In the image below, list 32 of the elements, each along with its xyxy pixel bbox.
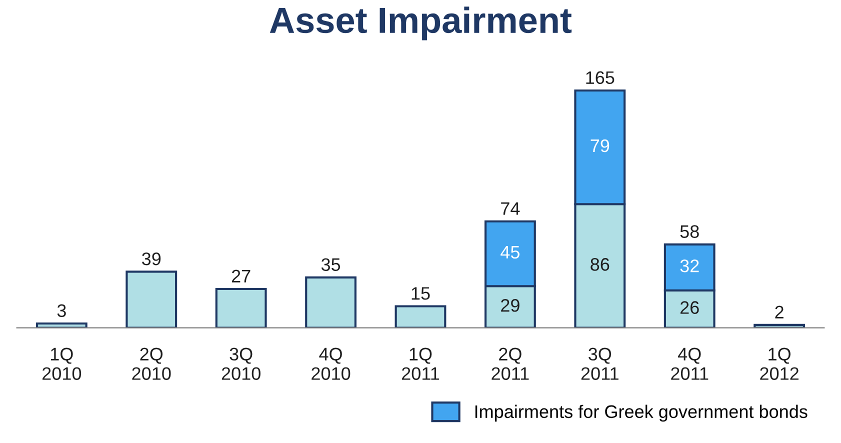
x-tick-label: 2Q 2010 bbox=[132, 348, 171, 380]
bar bbox=[394, 305, 446, 328]
total-label: 15 bbox=[412, 287, 430, 300]
total-label: 3 bbox=[57, 304, 66, 318]
x-tick-label: 3Q 2010 bbox=[222, 348, 260, 380]
legend-label: Impairments for Greek government bonds bbox=[475, 404, 808, 422]
x-tick-label: 1Q 2011 bbox=[402, 348, 440, 380]
bar bbox=[754, 324, 806, 328]
total-label: 165 bbox=[586, 71, 614, 84]
x-tick-label: 2Q 2011 bbox=[492, 348, 529, 380]
data-label: 45 bbox=[500, 246, 520, 259]
total-label: 27 bbox=[232, 270, 250, 282]
data-label: 86 bbox=[590, 258, 610, 271]
total-label: 35 bbox=[321, 258, 340, 272]
x-tick-label: 1Q 2012 bbox=[760, 348, 799, 380]
x-tick-label: 4Q 2011 bbox=[671, 348, 708, 380]
total-label: 39 bbox=[142, 252, 161, 266]
bar bbox=[305, 276, 357, 328]
chart-title: Asset Impairment bbox=[270, 6, 572, 40]
total-label: 74 bbox=[501, 202, 520, 215]
bar bbox=[126, 270, 178, 328]
total-label: 2 bbox=[775, 306, 784, 318]
data-label: 79 bbox=[590, 139, 610, 152]
data-label: 29 bbox=[501, 299, 520, 312]
data-label: 26 bbox=[680, 301, 699, 314]
bar bbox=[215, 288, 267, 328]
x-tick-label: 4Q 2010 bbox=[312, 348, 350, 380]
data-label: 32 bbox=[680, 259, 699, 272]
total-label: 58 bbox=[680, 225, 699, 238]
bar bbox=[36, 322, 88, 328]
x-tick-label: 3Q 2011 bbox=[581, 348, 618, 380]
x-tick-label: 1Q 2010 bbox=[42, 348, 82, 380]
